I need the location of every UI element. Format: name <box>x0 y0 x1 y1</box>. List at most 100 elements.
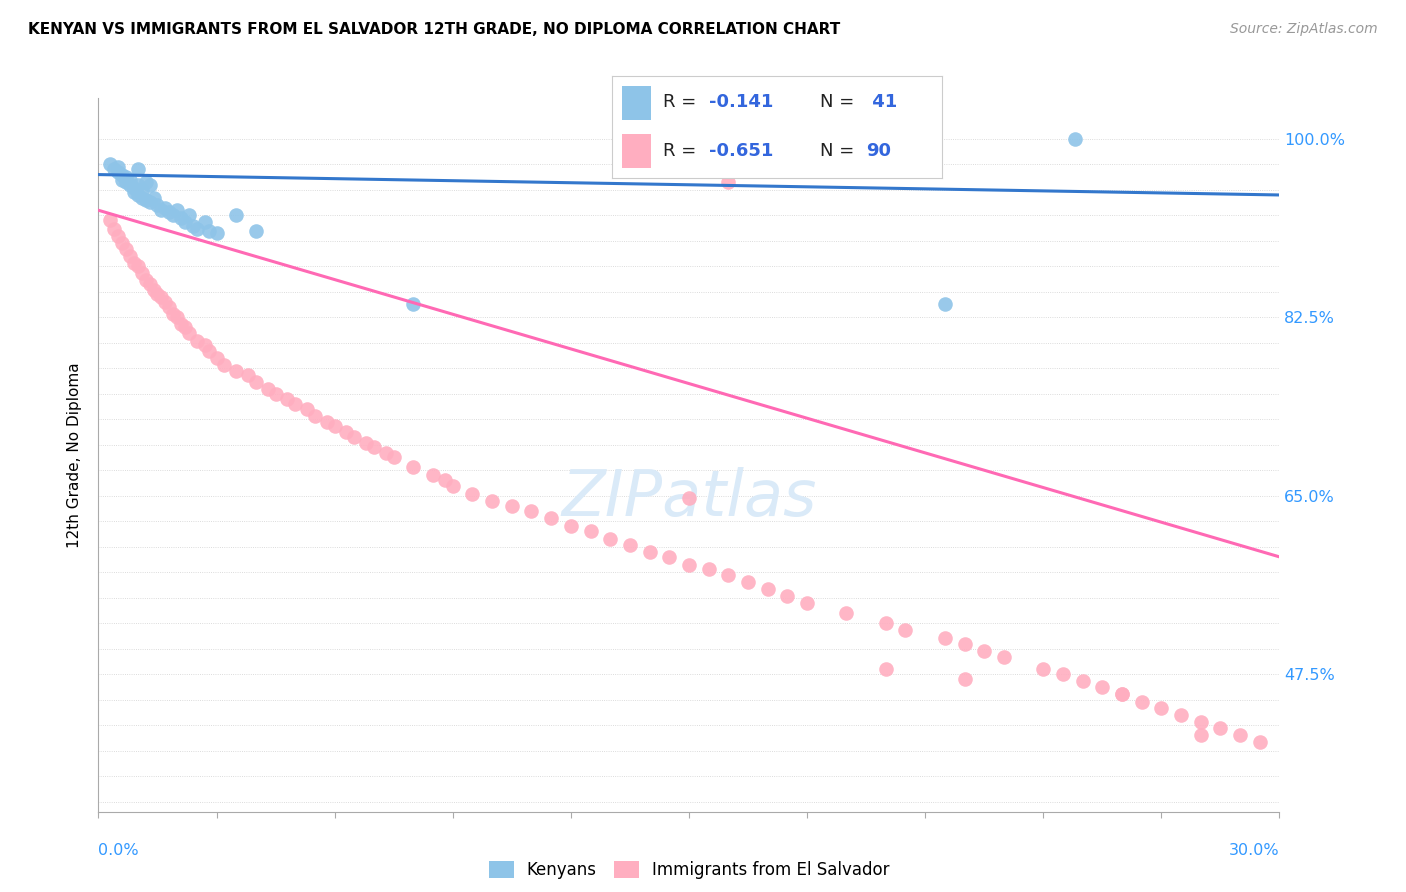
Point <box>150 203 173 218</box>
Point <box>973 643 995 657</box>
Point <box>142 283 165 297</box>
Point <box>122 185 145 199</box>
Point <box>363 440 385 454</box>
Point <box>256 382 278 396</box>
Point <box>1189 714 1212 729</box>
Point <box>177 326 200 340</box>
Point <box>402 460 425 475</box>
Point <box>127 178 149 192</box>
Point <box>776 589 799 603</box>
Point <box>107 164 129 178</box>
Point <box>441 478 464 492</box>
Point <box>122 256 145 270</box>
Point <box>335 425 357 440</box>
Point <box>1111 688 1133 702</box>
Point <box>658 549 681 564</box>
Point <box>127 260 149 274</box>
Point <box>146 198 169 212</box>
Text: R =: R = <box>662 94 702 112</box>
Point <box>162 208 184 222</box>
Point <box>186 334 208 348</box>
Point <box>374 446 396 460</box>
Point <box>264 386 287 401</box>
Point <box>756 582 779 597</box>
Point <box>194 215 217 229</box>
Point <box>993 649 1015 664</box>
Text: 41: 41 <box>866 94 897 112</box>
Point <box>135 272 157 286</box>
Point <box>382 450 405 464</box>
Point <box>1111 688 1133 702</box>
Point <box>107 228 129 243</box>
Point <box>103 221 125 235</box>
Point <box>236 368 259 383</box>
Point <box>697 562 720 576</box>
Point <box>343 429 366 443</box>
Point <box>875 616 897 631</box>
Point <box>599 532 621 546</box>
Point <box>181 219 204 233</box>
Point <box>934 297 956 311</box>
Text: 90: 90 <box>866 142 891 160</box>
Point <box>717 175 740 189</box>
Text: R =: R = <box>662 142 702 160</box>
Point <box>107 161 129 175</box>
Point <box>737 575 759 590</box>
Point <box>170 211 193 226</box>
Point <box>894 624 917 638</box>
Point <box>619 538 641 552</box>
Text: Source: ZipAtlas.com: Source: ZipAtlas.com <box>1230 22 1378 37</box>
Point <box>166 310 188 325</box>
Point <box>638 545 661 559</box>
Point <box>315 415 337 429</box>
Point <box>205 351 228 365</box>
Point <box>150 290 173 304</box>
Point <box>1032 662 1054 676</box>
Point <box>1063 132 1085 146</box>
Point <box>433 474 456 488</box>
Point <box>245 224 267 238</box>
Point <box>146 286 169 301</box>
Text: N =: N = <box>820 142 859 160</box>
Text: N =: N = <box>820 94 859 112</box>
Point <box>138 277 160 291</box>
Point <box>118 249 141 263</box>
Point <box>111 235 134 250</box>
Point <box>501 499 523 513</box>
Point <box>1249 735 1271 749</box>
Point <box>135 193 157 207</box>
Point <box>174 320 197 334</box>
Point <box>1189 728 1212 742</box>
Point <box>1150 700 1173 714</box>
Point <box>174 215 197 229</box>
Point <box>579 524 602 539</box>
Point <box>155 201 177 215</box>
Point <box>953 672 976 686</box>
Point <box>560 519 582 533</box>
Point <box>98 157 121 171</box>
Bar <box>621 135 651 168</box>
Point <box>1071 674 1094 689</box>
Point <box>166 203 188 218</box>
Point <box>678 491 700 505</box>
Text: KENYAN VS IMMIGRANTS FROM EL SALVADOR 12TH GRADE, NO DIPLOMA CORRELATION CHART: KENYAN VS IMMIGRANTS FROM EL SALVADOR 12… <box>28 22 841 37</box>
Point <box>155 295 177 310</box>
Point <box>1209 721 1232 735</box>
Point <box>127 188 149 202</box>
Point <box>461 486 484 500</box>
Point <box>304 409 326 424</box>
Point <box>422 468 444 483</box>
Point <box>135 175 157 189</box>
Point <box>354 435 377 450</box>
Point <box>98 213 121 227</box>
Point <box>678 558 700 572</box>
Point <box>138 195 160 210</box>
Point <box>111 172 134 186</box>
Point <box>540 511 562 525</box>
Text: 0.0%: 0.0% <box>98 843 139 858</box>
Point <box>115 175 138 189</box>
Point <box>197 343 219 358</box>
Point <box>197 224 219 238</box>
Point <box>214 358 236 372</box>
Point <box>1229 728 1251 742</box>
